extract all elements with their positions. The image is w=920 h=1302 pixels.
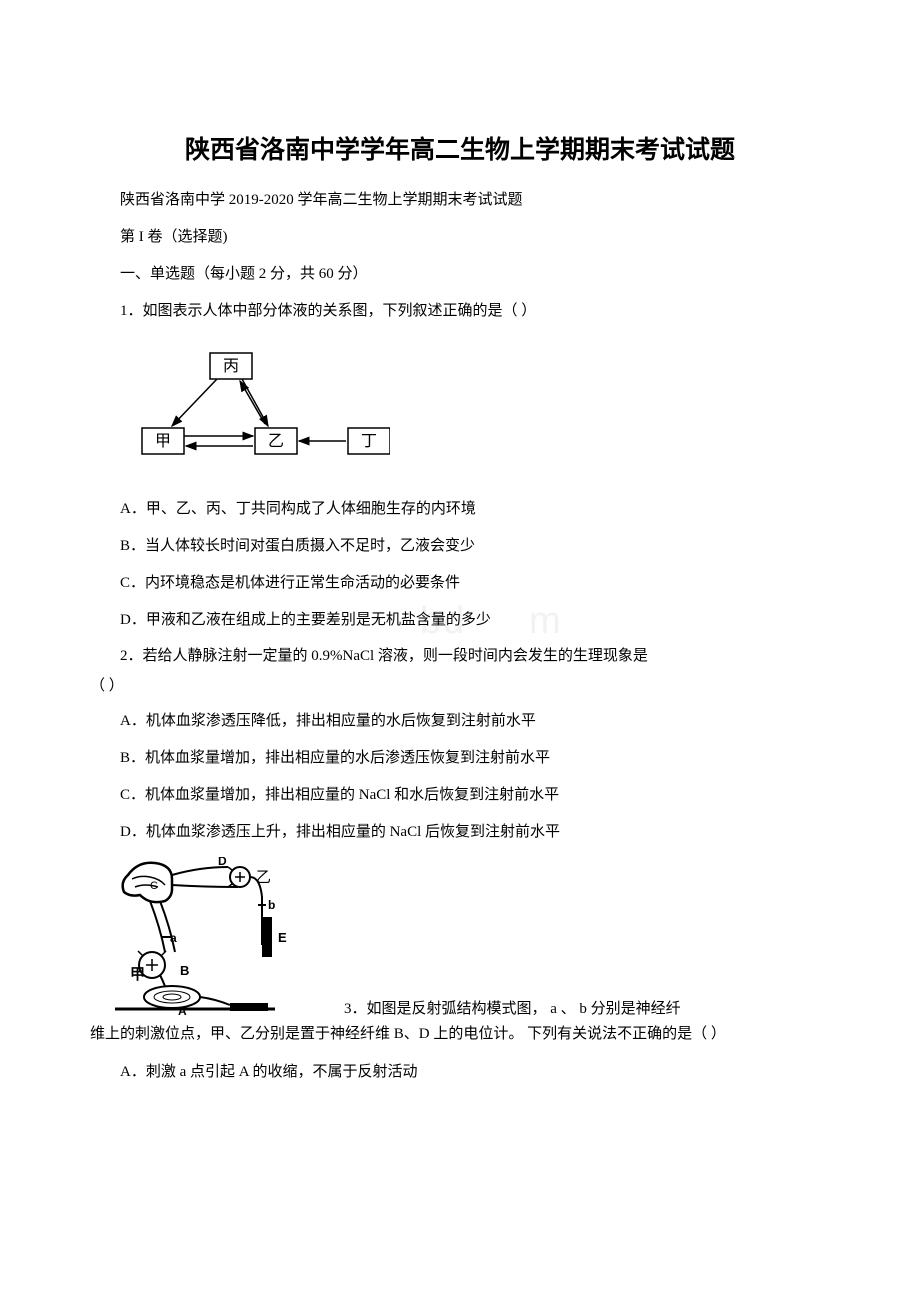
label-ding: 丁 xyxy=(361,433,377,450)
label-d: D xyxy=(218,857,227,868)
q1-option-a: A．甲、乙、丙、丁共同构成了人体细胞生存的内环境 xyxy=(90,493,830,526)
q3-stem-continue: 维上的刺激位点，甲、乙分别是置于神经纤维 B、D 上的电位计。 下列有关说法不正… xyxy=(90,1022,830,1048)
section-header: 第 I 卷（选择题) xyxy=(90,221,830,254)
label-bing: 丙 xyxy=(223,358,239,375)
label-jia-meter: 甲 xyxy=(130,966,145,983)
q1-option-d: D．甲液和乙液在组成上的主要差别是无机盐含量的多少 xyxy=(90,604,830,637)
label-yi: 乙 xyxy=(268,433,284,450)
label-c: C xyxy=(150,880,158,892)
q1-option-b: B．当人体较长时间对蛋白质摄入不足时，乙液会变少 xyxy=(90,530,830,563)
instructions: 一、单选题（每小题 2 分，共 60 分） xyxy=(90,258,830,291)
label-b: b xyxy=(268,898,275,912)
q2-option-a: A．机体血浆渗透压降低，排出相应量的水后恢复到注射前水平 xyxy=(90,705,830,738)
q1-stem: 1．如图表示人体中部分体液的关系图，下列叙述正确的是（ ） xyxy=(90,295,830,328)
q3-option-a: A．刺激 a 点引起 A 的收缩，不属于反射活动 xyxy=(90,1056,830,1089)
q1-diagram: 丙 甲 乙 丁 xyxy=(140,348,830,473)
q2-option-d: D．机体血浆渗透压上升，排出相应量的 NaCl 后恢复到注射前水平 xyxy=(90,816,830,849)
label-jia: 甲 xyxy=(155,433,171,450)
q3-stem-inline: 3．如图是反射弧结构模式图， a 、 b 分别是神经纤 xyxy=(344,997,830,1023)
q2-option-b: B．机体血浆量增加，排出相应量的水后渗透压恢复到注射前水平 xyxy=(90,742,830,775)
label-big-b: B xyxy=(180,963,189,978)
q2-stem: 2．若给人静脉注射一定量的 0.9%NaCl 溶液，则一段时间内会发生的生理现象… xyxy=(90,641,830,701)
page-title: 陕西省洛南中学学年高二生物上学期期末考试试题 xyxy=(90,130,830,166)
q2-option-c: C．机体血浆量增加，排出相应量的 NaCl 和水后恢复到注射前水平 xyxy=(90,779,830,812)
label-e: E xyxy=(278,930,287,945)
q3-diagram: C D 乙 b E a 甲 B xyxy=(110,857,340,1022)
subtitle: 陕西省洛南中学 2019-2020 学年高二生物上学期期末考试试题 xyxy=(90,184,830,217)
q1-option-c: C．内环境稳态是机体进行正常生命活动的必要条件 xyxy=(90,567,830,600)
